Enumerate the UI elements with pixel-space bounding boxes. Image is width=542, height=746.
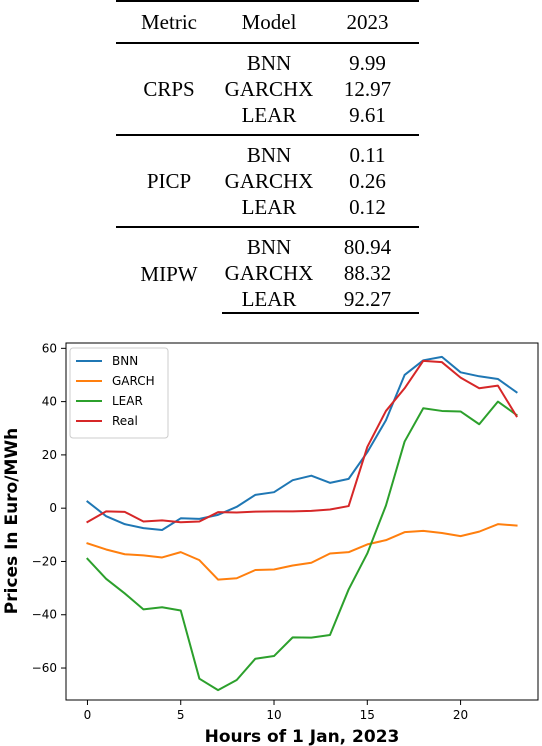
y-tick-label: −60 (32, 661, 57, 675)
value-cell: 92.27 (316, 286, 419, 314)
series-line-real (86, 359, 518, 524)
model-cell: LEAR (241, 103, 297, 127)
model-cell: BNN (246, 51, 292, 75)
table-row: LEAR 9.61 (116, 102, 419, 128)
x-tick-label: 0 (84, 708, 92, 722)
table-header-row: Metric Model 2023 (116, 0, 419, 43)
table-row: GARCHX 12.97 (116, 76, 419, 102)
plot-frame (65, 342, 539, 701)
value-cell: 9.61 (349, 103, 386, 127)
metrics-table: Metric Model 2023 CRPS BNN 9.99 GARCHX 1… (116, 0, 419, 314)
y-axis-label: Prices In Euro/MWh (2, 428, 22, 614)
model-cell: BNN (246, 235, 292, 259)
x-axis-label: Hours of 1 Jan, 2023 (205, 727, 400, 746)
value-cell: 9.99 (349, 51, 386, 75)
table-row: CRPS BNN 9.99 (116, 50, 419, 101)
model-cell: BNN (246, 143, 292, 167)
metric-picp: PICP (146, 169, 192, 193)
legend-box (69, 347, 169, 439)
x-tick-label: 10 (266, 708, 281, 722)
model-cell: LEAR (241, 195, 297, 219)
metrics-table-region: Metric Model 2023 CRPS BNN 9.99 GARCHX 1… (0, 0, 542, 314)
value-cell: 0.26 (349, 169, 386, 193)
model-cell: GARCHX (224, 261, 314, 285)
y-tick-label: 60 (42, 341, 57, 355)
value-cell: 80.94 (343, 235, 392, 259)
model-cell: GARCHX (224, 77, 314, 101)
chart-legend: BNN GARCH LEAR Real (69, 347, 169, 439)
table-row: LEAR 92.27 (116, 286, 419, 314)
header-metric: Metric (116, 0, 222, 43)
y-tick-label: 20 (42, 448, 57, 462)
y-tick-label: −40 (32, 608, 57, 622)
header-model: Model (222, 0, 316, 43)
table-row: GARCHX 88.32 (116, 260, 419, 286)
legend-label-bnn: BNN (112, 354, 138, 368)
series-line-garch (86, 523, 518, 581)
x-tick-label: 5 (177, 708, 185, 722)
price-line-chart: 0 5 10 15 20 −60 −40 −20 0 20 40 60 BNN GARCH LEAR Re… (2, 341, 539, 746)
table-row: MIPW BNN 80.94 (116, 234, 419, 286)
legend-label-real: Real (112, 414, 138, 428)
legend-label-lear: LEAR (112, 394, 143, 408)
plot-marks (86, 355, 518, 692)
value-cell: 12.97 (343, 77, 392, 101)
table-row: LEAR 0.12 (116, 194, 419, 220)
y-tick-label: −20 (32, 554, 57, 568)
metric-crps: CRPS (143, 77, 195, 101)
value-cell: 88.32 (343, 261, 392, 285)
model-cell: GARCHX (224, 169, 314, 193)
x-tick-label: 15 (360, 708, 375, 722)
series-line-bnn (86, 355, 518, 532)
legend-label-garch: GARCH (112, 374, 155, 388)
series-line-lear (86, 400, 518, 692)
header-year: 2023 (316, 0, 419, 43)
value-cell: 0.11 (349, 143, 386, 167)
table-row: GARCHX 0.26 (116, 168, 419, 194)
value-cell: 0.12 (349, 195, 386, 219)
y-tick-label: 0 (49, 501, 57, 515)
x-axis-ticks: 0 5 10 15 20 (84, 700, 468, 722)
metric-mipw: MIPW (140, 261, 198, 286)
y-axis-ticks: −60 −40 −20 0 20 40 60 (32, 341, 66, 675)
table-row: PICP BNN 0.11 (116, 142, 419, 193)
y-tick-label: 40 (42, 395, 57, 409)
x-tick-label: 20 (453, 708, 468, 722)
model-cell: LEAR (222, 286, 316, 314)
